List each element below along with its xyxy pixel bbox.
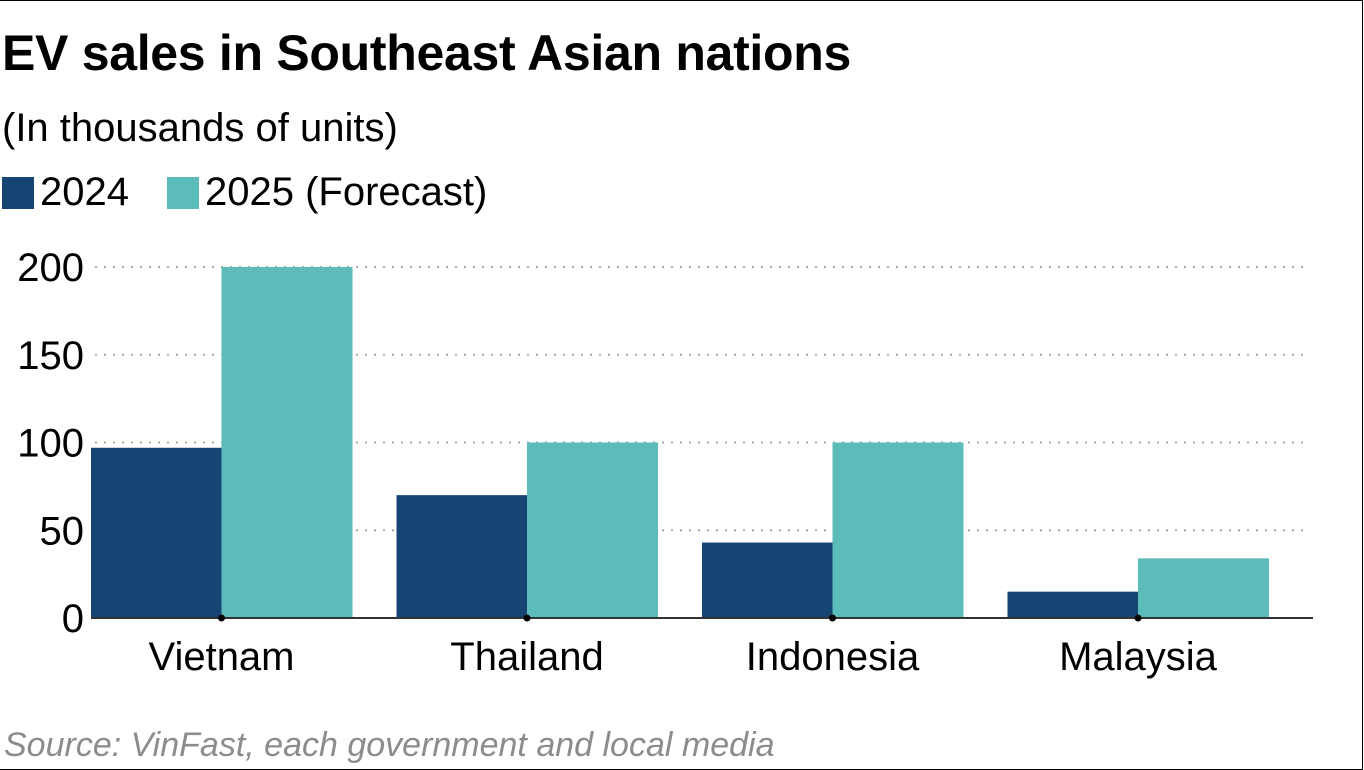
legend-swatch-2024 bbox=[2, 176, 34, 209]
bar-thailand-2024 bbox=[396, 495, 528, 618]
x-tick-mark bbox=[1134, 614, 1142, 622]
bar-indonesia-2024 bbox=[702, 542, 833, 618]
bar-indonesia-2025 bbox=[832, 442, 964, 618]
bar-vietnam-2024 bbox=[91, 447, 222, 618]
y-tick-label: 100 bbox=[17, 422, 84, 466]
x-tick-label: Vietnam bbox=[148, 635, 294, 679]
x-tick-mark bbox=[829, 614, 836, 622]
bar-vietnam-2025 bbox=[221, 267, 353, 618]
y-tick-label: 200 bbox=[17, 246, 84, 290]
chart-title: EV sales in Southeast Asian nations bbox=[2, 25, 851, 81]
chart-subtitle: (In thousands of units) bbox=[2, 106, 398, 150]
bar-malaysia-2024 bbox=[1007, 591, 1139, 618]
x-tick-mark bbox=[218, 614, 225, 622]
legend-item-2025: 2025 (Forecast) bbox=[166, 170, 488, 215]
bar-thailand-2025 bbox=[527, 442, 658, 618]
x-tick-mark bbox=[523, 614, 531, 622]
legend-label-2024: 2024 bbox=[40, 170, 129, 214]
x-tick-label: Malaysia bbox=[1059, 635, 1218, 679]
x-tick-label: Thailand bbox=[450, 635, 603, 679]
legend-swatch-2025 bbox=[166, 176, 199, 209]
legend-label-2025: 2025 (Forecast) bbox=[204, 170, 488, 214]
legend-item-2024: 2024 bbox=[2, 170, 129, 215]
source-note: Source: VinFast, each government and loc… bbox=[4, 726, 775, 764]
bar-malaysia-2025 bbox=[1138, 558, 1269, 618]
y-tick-label: 50 bbox=[40, 509, 85, 553]
y-tick-label: 0 bbox=[62, 597, 84, 641]
y-tick-label: 150 bbox=[17, 334, 84, 378]
x-tick-label: Indonesia bbox=[746, 635, 920, 679]
legend: 2024 2025 (Forecast) bbox=[2, 170, 525, 215]
